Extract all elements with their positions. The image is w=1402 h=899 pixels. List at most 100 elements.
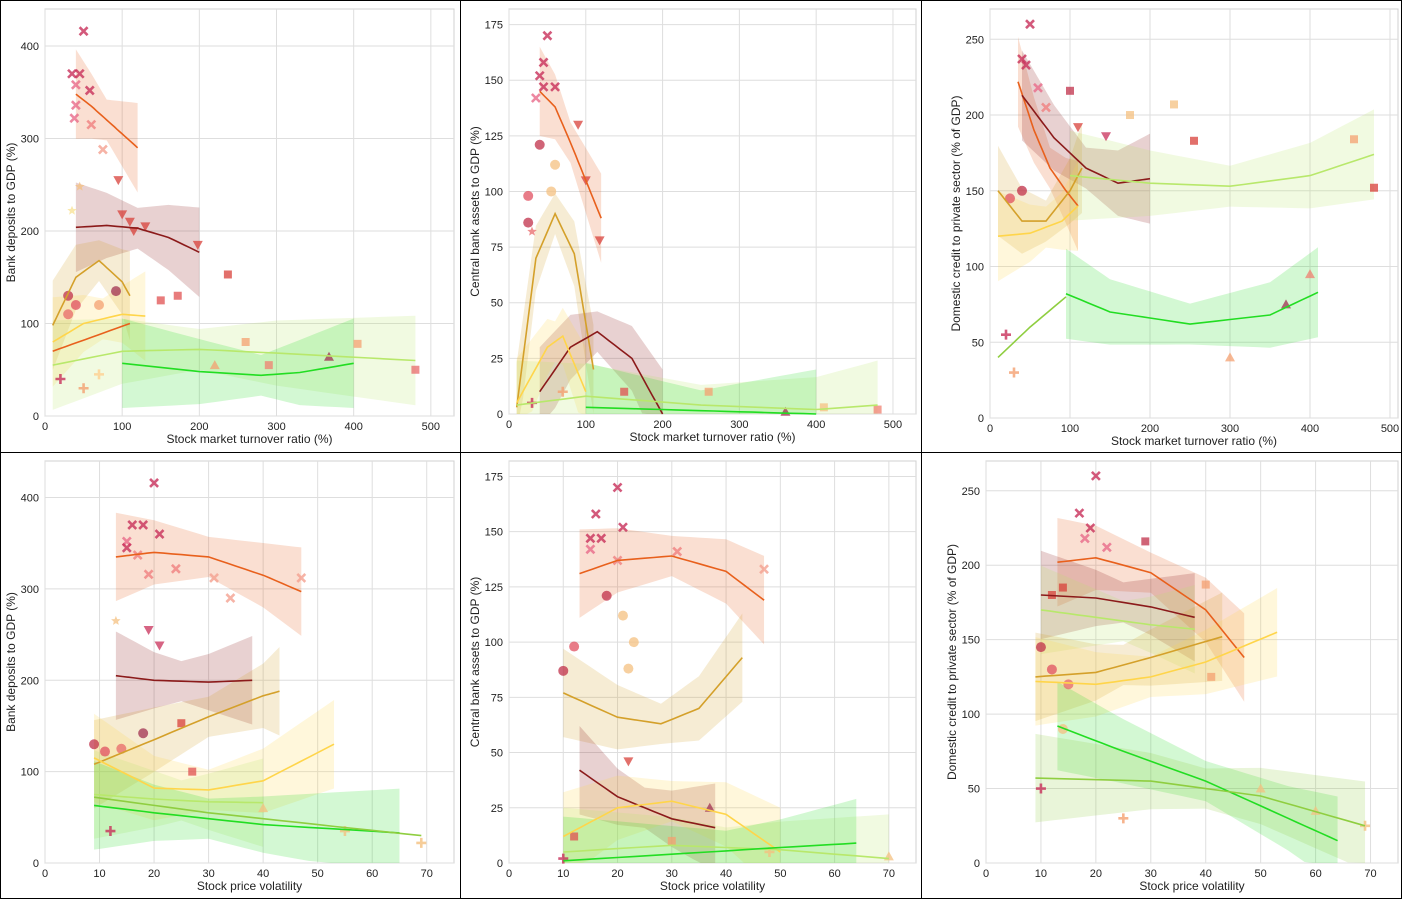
chart-4-svg: 0 10 20 30 40 50 60 70 0 100 200 300 400 Stock price … [4, 460, 455, 893]
trend-line-5 [516, 395, 878, 411]
data-point [105, 826, 116, 837]
data-point [704, 387, 713, 396]
data-point [1079, 533, 1090, 544]
data-point [819, 403, 828, 412]
data-point [124, 217, 135, 227]
chart-2-svg: 0 100 200 300 400 500 0 25 50 75 100 125 150 175 Stock… [468, 8, 917, 444]
chart-panel-6: 0 10 20 30 40 50 60 70 0 50 100 150 200 250 Stock pric… [921, 452, 1402, 899]
confidence-band-5 [1035, 588, 1278, 726]
trend-line-6 [1065, 291, 1319, 325]
data-point [70, 100, 81, 111]
data-point [1035, 642, 1046, 653]
data-point [143, 569, 154, 580]
x-tick-label: 10 [93, 868, 105, 880]
data-point [1074, 508, 1085, 519]
data-point [1025, 19, 1035, 30]
trend-lines [1035, 556, 1366, 842]
data-point [258, 803, 269, 813]
data-point [1255, 783, 1266, 793]
trend-lines [51, 93, 416, 377]
x-tick-label: 70 [883, 868, 895, 880]
y-tick-label: 0 [978, 413, 984, 425]
trend-line-1 [115, 551, 302, 593]
data-point [612, 482, 623, 493]
y-axis-label: Bank deposits to GDP (%) [4, 143, 18, 283]
data-point [1085, 523, 1096, 533]
y-tick-label: 75 [491, 692, 503, 704]
data-point [94, 369, 105, 380]
data-point [1170, 100, 1178, 109]
trend-line-4 [52, 313, 146, 343]
data-point [63, 309, 74, 320]
data-point [1017, 185, 1027, 196]
x-axis-label: Stock market turnover ratio (%) [166, 432, 332, 446]
data-point [667, 836, 676, 845]
confidence-band-3 [539, 311, 663, 414]
data-point [78, 26, 89, 37]
trend-lines [562, 555, 889, 862]
x-tick-label: 10 [557, 868, 569, 880]
confidence-band-6 [122, 318, 354, 409]
confidence-band-4 [1035, 592, 1223, 722]
y-tick-label: 0 [33, 411, 39, 423]
trend-line-6 [122, 362, 354, 377]
x-tick-label: 20 [1090, 868, 1102, 880]
data-point [570, 832, 579, 841]
trend-line-7 [997, 296, 1067, 358]
data-point [132, 550, 143, 561]
trend-line-3 [51, 259, 131, 326]
data-point [223, 270, 232, 279]
gridlines [44, 9, 454, 417]
gridlines [508, 461, 916, 864]
gridlines [44, 461, 454, 864]
x-tick-label: 20 [611, 868, 623, 880]
data-point [538, 57, 549, 68]
y-tick-label: 175 [485, 471, 503, 483]
data-point [209, 360, 220, 370]
y-tick-label: 400 [21, 493, 39, 505]
x-tick-label: 400 [1301, 423, 1319, 435]
data-point [209, 573, 219, 583]
confidence-band-5 [1070, 109, 1374, 221]
confidence-band-5 [52, 315, 416, 410]
x-tick-label: 0 [42, 868, 48, 880]
trend-line-2 [115, 674, 253, 683]
data-point [84, 85, 95, 96]
y-tick-label: 150 [962, 635, 980, 647]
confidence-band-5 [563, 807, 889, 863]
chart-6-svg: 0 10 20 30 40 50 60 70 0 50 100 150 200 250 Stock pric… [945, 460, 1399, 893]
data-point [523, 190, 534, 201]
confidence-band-1 [1018, 36, 1078, 251]
data-point [1101, 132, 1111, 142]
trend-line-5 [1069, 153, 1375, 188]
chart-panel-5: 0 10 20 30 40 50 60 70 0 25 50 75 100 125 150 175 Stock … [460, 452, 922, 899]
gridlines [508, 9, 916, 415]
y-tick-label: 200 [21, 675, 39, 687]
confidence-band-4 [516, 307, 586, 414]
trend-line-4 [1035, 635, 1223, 678]
y-tick-label: 250 [966, 34, 984, 46]
data-point [241, 338, 250, 346]
confidence-band-1 [579, 528, 765, 645]
trend-line-5 [1035, 631, 1278, 686]
scatter-points [523, 30, 882, 416]
x-tick-label: 0 [42, 421, 48, 433]
y-axis-label: Domestic credit to private sector (% of … [945, 544, 959, 780]
y-tick-label: 0 [974, 858, 980, 870]
data-point [1090, 470, 1101, 481]
x-tick-label: 40 [1200, 868, 1212, 880]
data-point [86, 119, 97, 130]
x-tick-label: 200 [190, 421, 208, 433]
confidence-bands [1035, 518, 1366, 863]
plot-frame [508, 460, 917, 864]
data-point [620, 387, 629, 396]
y-tick-label: 0 [497, 858, 503, 870]
data-point [1118, 813, 1129, 824]
data-point [70, 79, 81, 90]
y-tick-label: 200 [966, 110, 984, 122]
y-axis-label: Domestic credit to private sector (% of … [949, 95, 963, 331]
confidence-band-2 [115, 631, 253, 725]
data-point [590, 509, 601, 519]
confidence-band-2 [75, 182, 200, 298]
data-point [530, 93, 541, 103]
